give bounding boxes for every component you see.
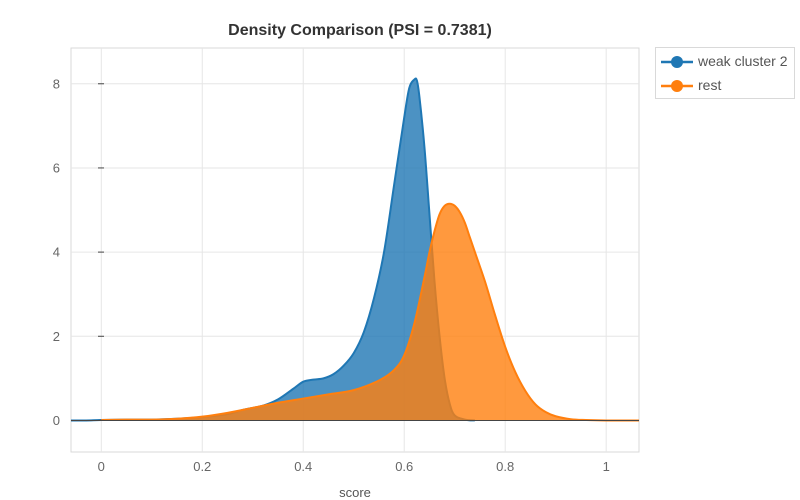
legend-marker-icon [661,56,693,68]
y-tick-label: 4 [53,245,60,260]
y-tick-label: 8 [53,76,60,91]
x-axis-label: score [339,485,371,500]
x-tick-label: 0.4 [294,459,312,474]
x-tick-label: 1 [603,459,610,474]
series-area-weak-cluster-2[interactable] [71,78,475,421]
y-tick-label: 0 [53,413,60,428]
legend-label: rest [698,77,722,93]
legend-item-weak-cluster-2[interactable]: weak cluster 2 [660,51,790,71]
area-layer [70,77,640,422]
x-tick-label: 0.2 [193,459,211,474]
legend-label: weak cluster 2 [698,53,788,69]
chart-title: Density Comparison (PSI = 0.7381) [228,22,492,39]
series-line-rest[interactable] [101,202,640,422]
y-tick-label: 2 [53,329,60,344]
x-tick-label: 0.6 [395,459,413,474]
legend-marker-icon [661,80,693,92]
legend-item-rest[interactable]: rest [660,75,790,95]
legend: weak cluster 2 rest [655,47,795,99]
y-tick-label: 6 [53,160,60,175]
x-tick-label: 0 [98,459,105,474]
x-tick-label: 0.8 [496,459,514,474]
axis-layer: 0 0.2 0.4 0.6 0.8 1 0 2 4 6 8 [53,76,639,474]
series-area-rest[interactable] [101,203,640,421]
